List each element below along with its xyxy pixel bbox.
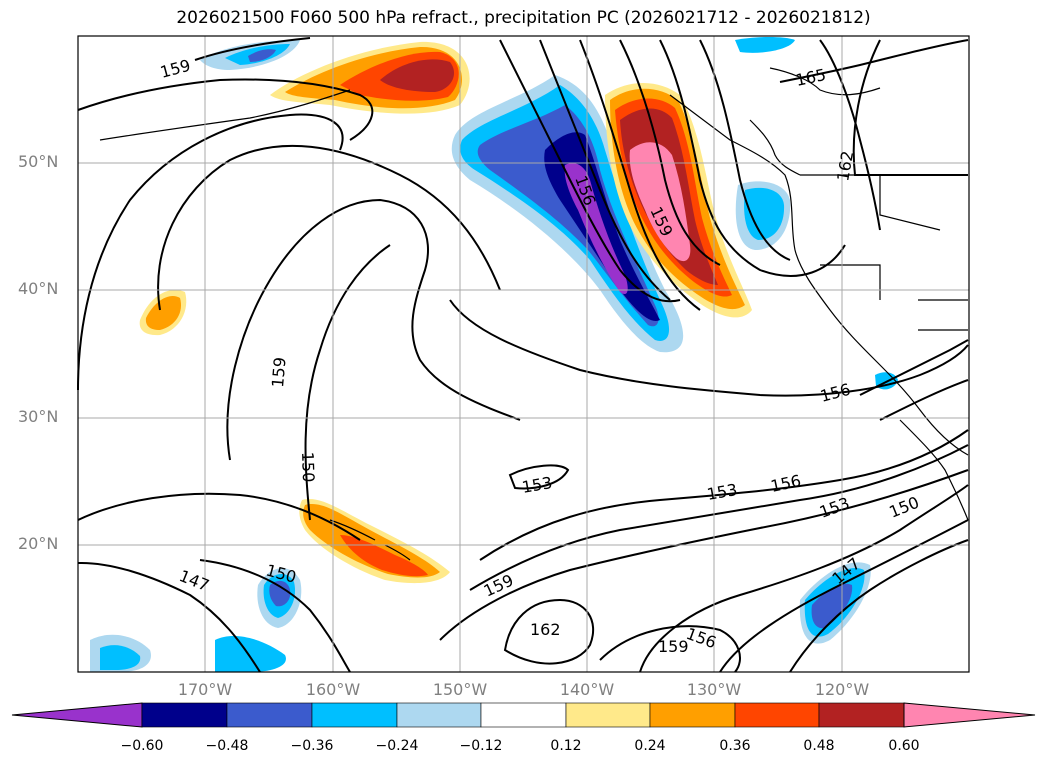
colorbar-segment — [396, 702, 482, 728]
contour-trough-2 — [539, 39, 671, 301]
latitude-label: 50°N — [18, 152, 59, 171]
contour-trough-1 — [499, 39, 681, 303]
contour-156-south — [77, 492, 361, 541]
longitude-label: 140°W — [559, 680, 615, 699]
colorbar-segment — [818, 702, 905, 728]
map-frame — [77, 35, 970, 673]
shade-positive-gulf-alaska-max — [380, 59, 455, 92]
coastlines — [99, 67, 969, 561]
coastline-aleutian — [99, 89, 351, 141]
contour-150-east — [719, 519, 969, 673]
contour-ridge-3 — [699, 39, 791, 261]
contour-162-east — [819, 39, 881, 231]
contour-153-upper — [479, 429, 969, 561]
colorbar-segment — [141, 702, 228, 728]
coastline-mexico — [899, 419, 969, 521]
contour-trough-3 — [579, 39, 701, 311]
contour-east-coast-1 — [859, 339, 969, 396]
longitude-label: 150°W — [432, 680, 488, 699]
shade-negative-top-right — [735, 37, 795, 53]
colorbar-segment — [734, 702, 820, 728]
colorbar-segment — [311, 702, 398, 728]
colorbar-tick-label: −0.48 — [205, 738, 249, 754]
border-states — [820, 175, 968, 331]
coastline-alaska — [769, 67, 881, 96]
latitude-label: 40°N — [18, 279, 59, 298]
precipitation-shading — [90, 37, 898, 672]
coastline-bc — [749, 119, 801, 176]
colorbar-segment — [226, 702, 313, 728]
shade-negative-hawaii-south-core — [269, 580, 291, 607]
refractivity-contours — [77, 37, 969, 673]
contour-east-coast-2 — [879, 379, 969, 421]
colorbar-tick-label: 0.48 — [803, 738, 835, 754]
coastline-hawaii — [329, 519, 411, 561]
map-title: 2026021500 F060 500 hPa refract., precip… — [176, 8, 871, 28]
colorbar-segment — [565, 702, 651, 728]
shade-negative-sw-inner — [100, 645, 141, 670]
colorbar-tick-label: 0.60 — [888, 738, 920, 754]
contour-outer-east — [852, 39, 968, 176]
contour-large-loop — [157, 144, 501, 311]
contour-ridge-2 — [659, 39, 846, 277]
contour-159-top — [194, 37, 311, 61]
shade-negative-bc-inner — [744, 187, 785, 240]
shade-negative-aleutian-core — [248, 49, 276, 62]
graticule — [78, 36, 969, 672]
contour-label: 150 — [298, 451, 318, 482]
colorbar-tick-label: −0.36 — [290, 738, 334, 754]
colorbar-tick-label: 0.12 — [550, 738, 582, 754]
contour-147-east — [789, 539, 969, 673]
coastline-north-america — [669, 94, 969, 456]
contour-outer-ring — [77, 113, 344, 391]
shade-positive-west-inner — [145, 296, 182, 330]
longitude-label: 170°W — [177, 680, 233, 699]
contour-156-low — [639, 484, 969, 673]
contour-label: 159 — [268, 356, 290, 388]
colorbar-segment — [480, 702, 567, 728]
colorbar-segment — [649, 702, 736, 728]
colorbar-extend-low — [11, 702, 143, 728]
contour-162-closed — [503, 598, 595, 665]
contour-label: 162 — [530, 620, 561, 639]
colorbar-tick-label: 0.24 — [634, 738, 666, 754]
contour-ridge-1 — [619, 39, 721, 266]
colorbar-tick-label: −0.24 — [375, 738, 419, 754]
contour-153-closed — [508, 464, 570, 490]
latitude-label: 20°N — [18, 534, 59, 553]
longitude-label: 120°W — [814, 680, 870, 699]
colorbar-tick-label: −0.60 — [120, 738, 164, 754]
latitude-label: 30°N — [18, 407, 59, 426]
contour-156-mid — [469, 444, 969, 591]
contour-147-south — [77, 561, 261, 673]
longitude-label: 160°W — [305, 680, 361, 699]
contour-outer-west — [77, 78, 374, 141]
shade-positive-coast-pink — [629, 142, 691, 262]
colorbar-tick-label: 0.36 — [719, 738, 751, 754]
shade-negative-bottom — [215, 635, 286, 672]
contour-159-loop — [226, 198, 521, 461]
colorbar-tick-label: −0.12 — [459, 738, 503, 754]
longitude-label: 130°W — [686, 680, 742, 699]
colorbar-extend-high — [903, 702, 1036, 728]
colorbar — [11, 702, 1036, 728]
contour-156-east — [449, 299, 969, 397]
contour-150-south — [199, 559, 351, 673]
contour-159-low — [599, 625, 741, 673]
contour-label: 159 — [658, 637, 689, 656]
contour-150-loop — [304, 244, 391, 521]
